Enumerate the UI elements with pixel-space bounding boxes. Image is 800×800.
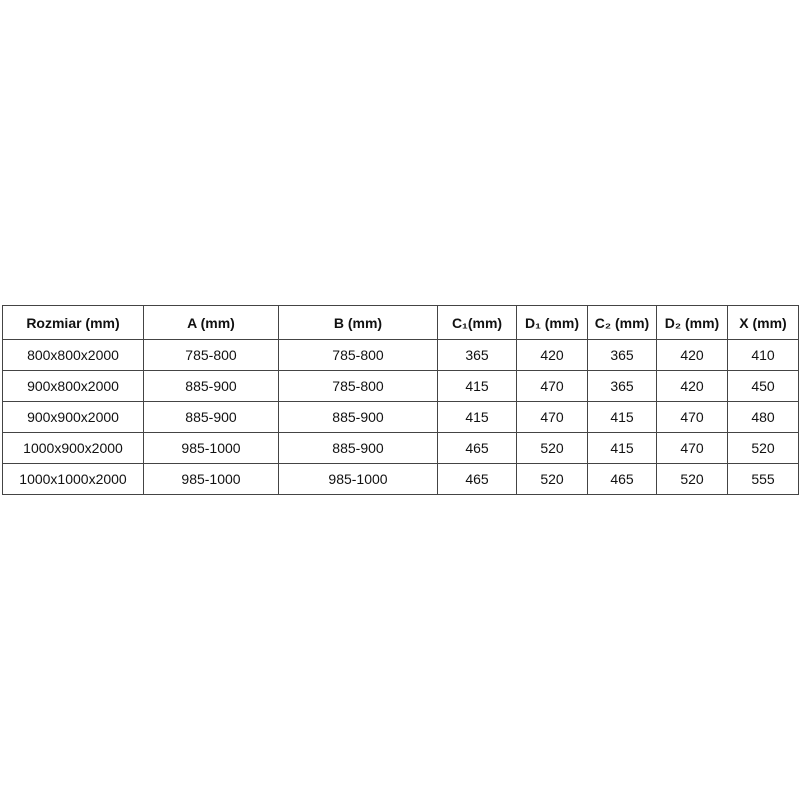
header-row: Rozmiar (mm) A (mm) B (mm) C₁(mm) D₁ (mm) C₂ … [2, 305, 799, 340]
table-cell: 410 [727, 339, 799, 371]
table-cell: 1000x1000x2000 [2, 463, 144, 495]
table-cell: 415 [587, 401, 657, 433]
table-cell: 520 [656, 463, 728, 495]
table-cell: 555 [727, 463, 799, 495]
table-cell: 365 [437, 339, 517, 371]
table-cell: 985-1000 [143, 463, 279, 495]
table-cell: 885-900 [278, 401, 438, 433]
table-cell: 415 [587, 432, 657, 464]
table-cell: 885-900 [278, 432, 438, 464]
table-cell: 420 [656, 339, 728, 371]
table-cell: 985-1000 [143, 432, 279, 464]
table-cell: 470 [656, 401, 728, 433]
table-cell: 885-900 [143, 370, 279, 402]
column-header: C₁(mm) [437, 305, 517, 340]
table-cell: 470 [516, 370, 588, 402]
table-cell: 900x800x2000 [2, 370, 144, 402]
dimensions-table: Rozmiar (mm) A (mm) B (mm) C₁(mm) D₁ (mm) C₂ … [2, 305, 799, 495]
table-cell: 365 [587, 339, 657, 371]
table-row: 900x900x2000 885-900 885-900 415 470 415 470 48… [2, 401, 799, 433]
table-row: 1000x900x2000 985-1000 885-900 465 520 415 470… [2, 432, 799, 464]
table-cell: 465 [437, 432, 517, 464]
table-cell: 885-900 [143, 401, 279, 433]
column-header: A (mm) [143, 305, 279, 340]
table-cell: 785-800 [278, 370, 438, 402]
column-header: D₂ (mm) [656, 305, 728, 340]
table-cell: 470 [656, 432, 728, 464]
table-cell: 450 [727, 370, 799, 402]
table-cell: 470 [516, 401, 588, 433]
column-header: C₂ (mm) [587, 305, 657, 340]
table-row: 900x800x2000 885-900 785-800 415 470 365 420 45… [2, 370, 799, 402]
table-row: 1000x1000x2000 985-1000 985-1000 465 520 465 5… [2, 463, 799, 495]
table-cell: 800x800x2000 [2, 339, 144, 371]
table-cell: 900x900x2000 [2, 401, 144, 433]
table-cell: 1000x900x2000 [2, 432, 144, 464]
table-cell: 520 [516, 432, 588, 464]
table-cell: 985-1000 [278, 463, 438, 495]
column-header: X (mm) [727, 305, 799, 340]
table-cell: 785-800 [143, 339, 279, 371]
table-cell: 420 [656, 370, 728, 402]
table-cell: 420 [516, 339, 588, 371]
column-header: B (mm) [278, 305, 438, 340]
table-cell: 465 [587, 463, 657, 495]
table-cell: 415 [437, 370, 517, 402]
table-cell: 520 [516, 463, 588, 495]
table-row: 800x800x2000 785-800 785-800 365 420 365 420 41… [2, 339, 799, 371]
column-header: D₁ (mm) [516, 305, 588, 340]
table-cell: 465 [437, 463, 517, 495]
table-cell: 480 [727, 401, 799, 433]
table-cell: 415 [437, 401, 517, 433]
table-cell: 520 [727, 432, 799, 464]
table-cell: 785-800 [278, 339, 438, 371]
column-header: Rozmiar (mm) [2, 305, 144, 340]
table-cell: 365 [587, 370, 657, 402]
